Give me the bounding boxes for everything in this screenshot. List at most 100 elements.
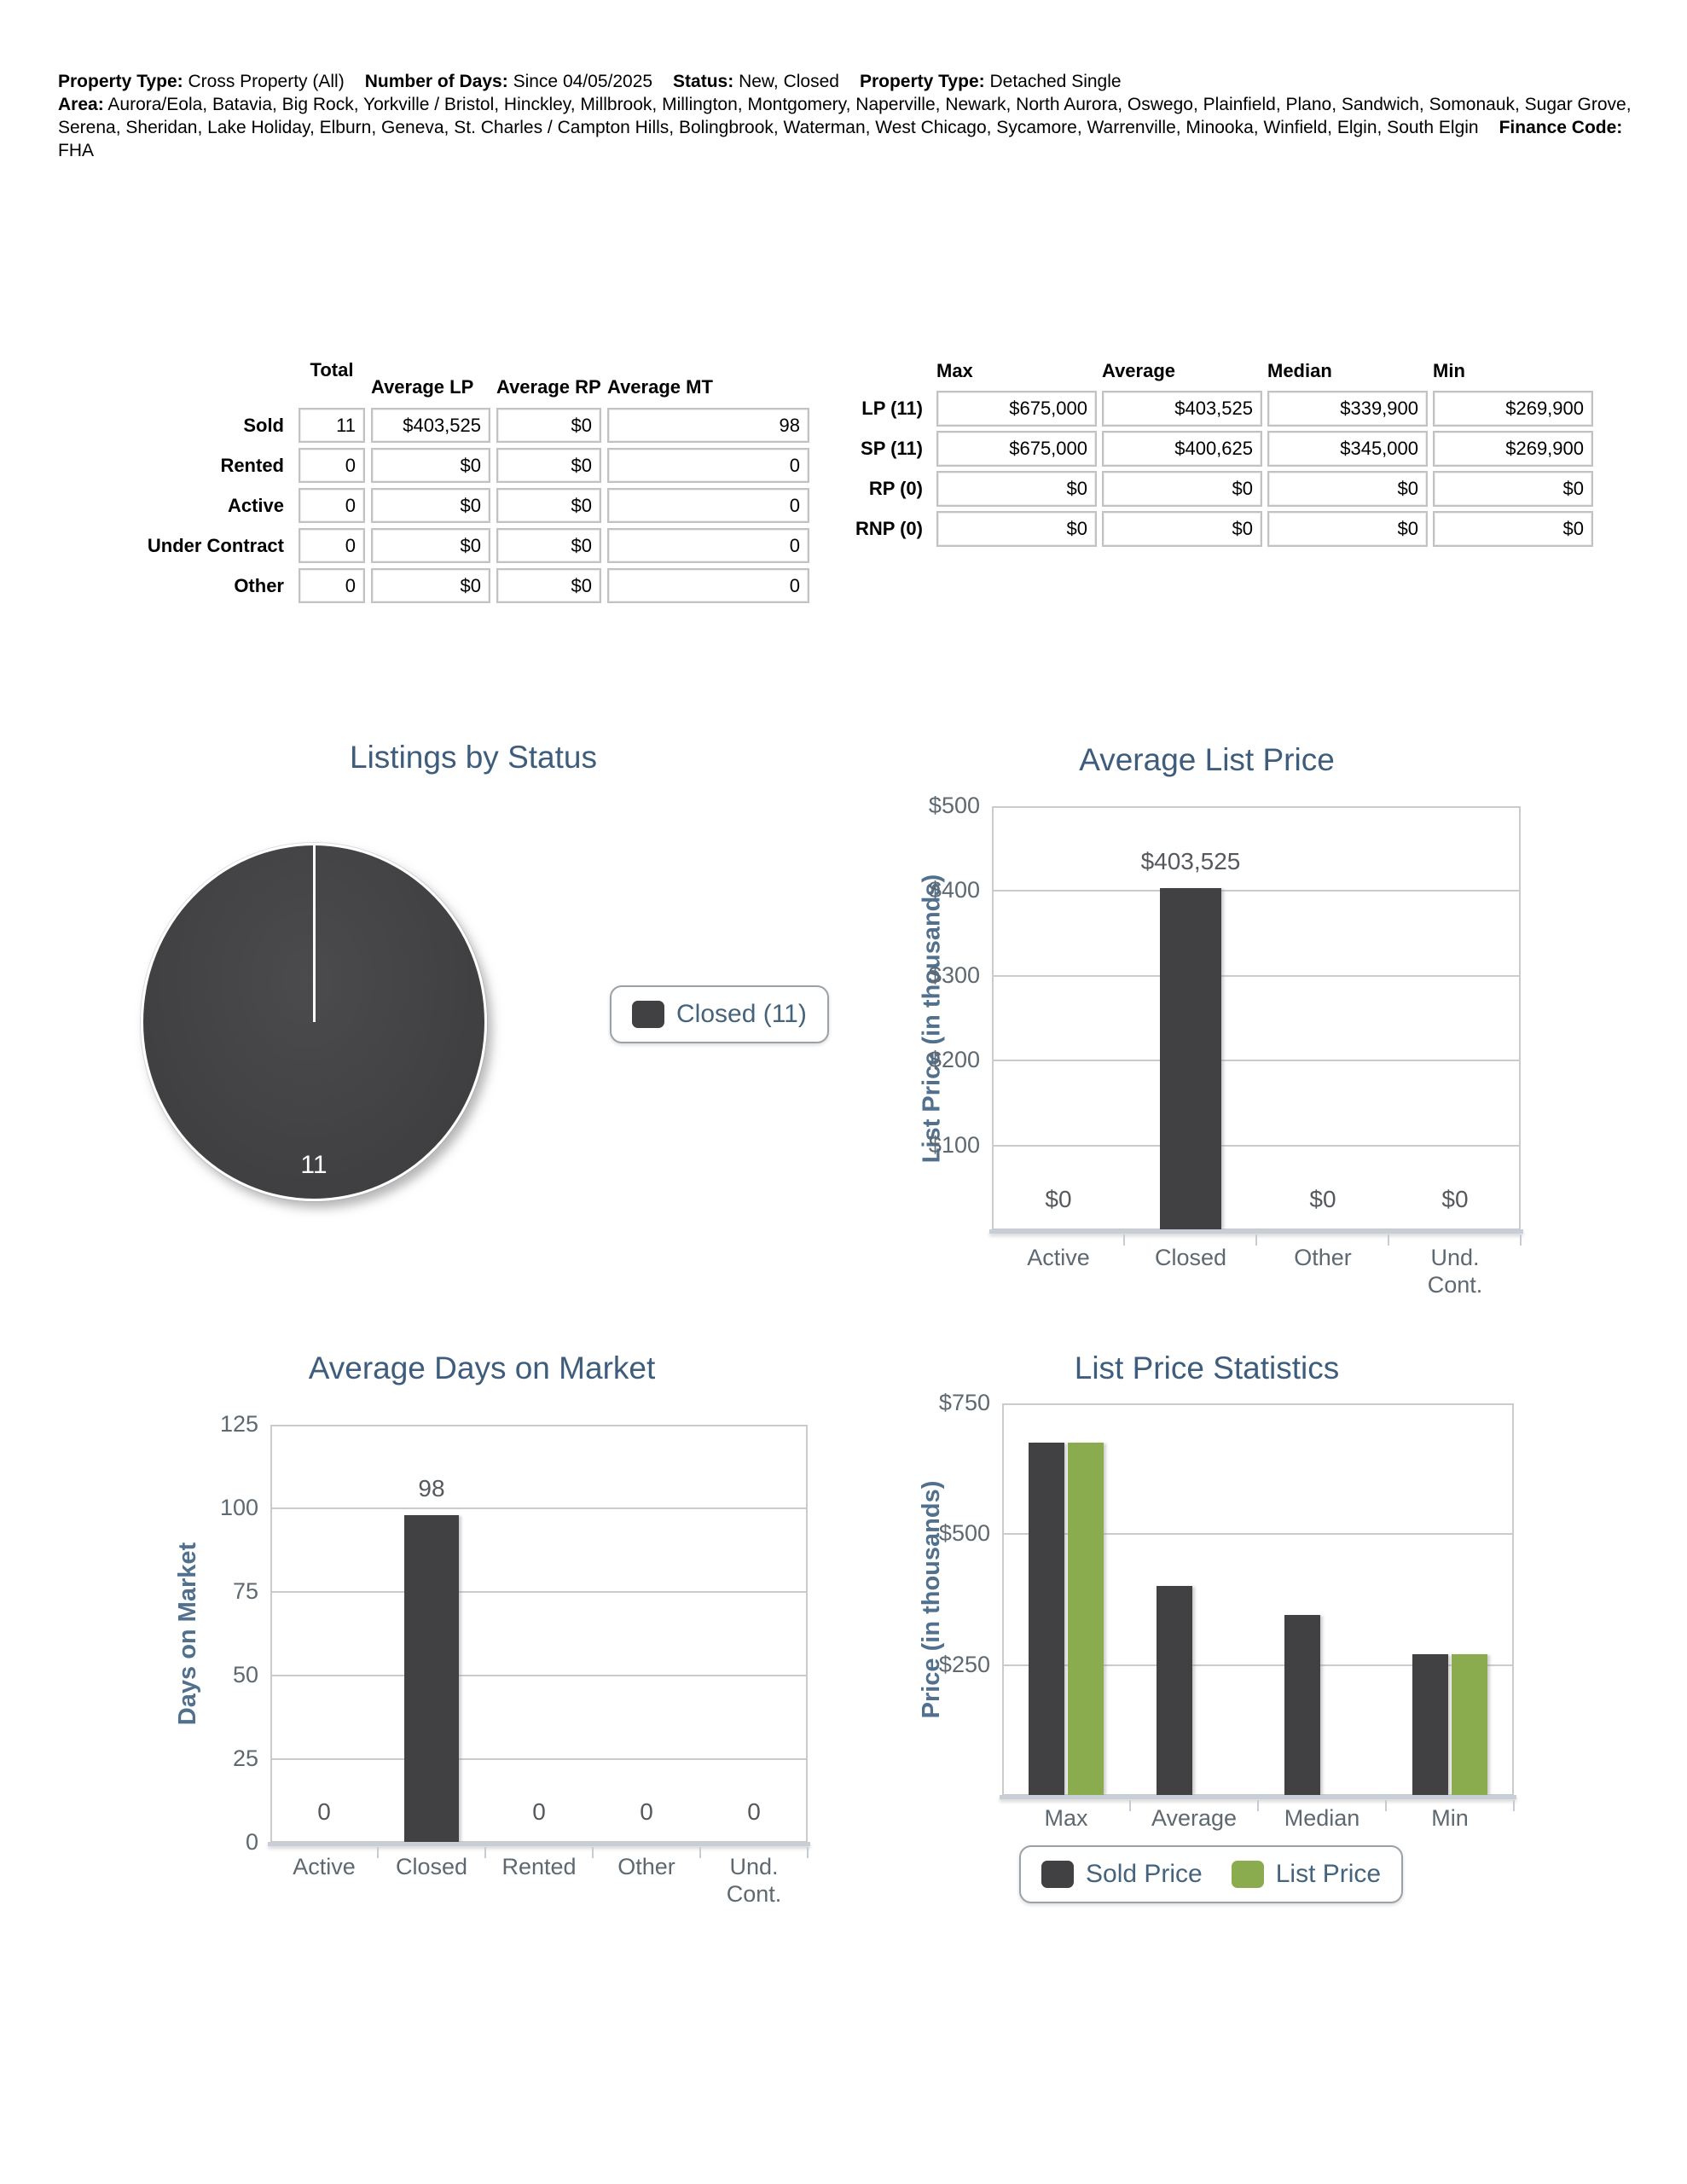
report-header: Property Type: Cross Property (All) Numbe… (58, 70, 1638, 162)
table-cell: $675,000 (936, 431, 1097, 467)
x-category-label: Average (1151, 1805, 1238, 1831)
legend-swatch-closed (632, 1001, 664, 1028)
x-axis-tick (1385, 1800, 1387, 1811)
price-stats-table: Max Average Median Min LP (11) $675,000 $403,5… (819, 358, 1593, 547)
bar-min-sold-price (1412, 1654, 1448, 1796)
bar-chart-average-list-price: Average List Price List Price (in thousan… (878, 729, 1535, 1327)
x-axis-line (989, 1229, 1523, 1234)
grid-line (1004, 1533, 1512, 1535)
table-cell: 0 (299, 488, 365, 523)
header-segment: Property Type: Cross Property (All) (58, 72, 345, 91)
bar-value-label: 0 (532, 1798, 546, 1825)
column-header-average-rp: Average RP (496, 376, 601, 398)
x-category-label: Und. Cont. (1427, 1245, 1483, 1298)
y-tick-label: $200 (928, 1047, 980, 1072)
bar-average-sold-price (1157, 1586, 1192, 1796)
y-tick-label: 50 (232, 1662, 258, 1687)
table-corner-spacer (98, 350, 293, 403)
x-category-label: Closed (1154, 1245, 1227, 1270)
table-cell-value: 11 (336, 414, 356, 436)
x-axis-tick (699, 1847, 701, 1858)
table-cell: $400,625 (1102, 431, 1262, 467)
y-tick-label: 75 (232, 1578, 258, 1604)
header-segment-value: Aurora/Eola, Batavia, Big Rock, Yorkvill… (58, 95, 1632, 137)
table-cell-value: $0 (1562, 478, 1584, 499)
table-cell: $403,525 (1102, 391, 1262, 427)
table-cell: $0 (936, 471, 1097, 507)
header-segment-label: Property Type: (58, 72, 183, 91)
header-segment-label: Status: (673, 72, 734, 91)
header-segment-label: Finance Code: (1499, 118, 1623, 137)
status-summary-table: Total Average LP Average RP Average MT Sold 1… (98, 350, 809, 603)
table-cell-value: $675,000 (1009, 398, 1087, 419)
y-axis-title: Days on Market (174, 1542, 201, 1726)
header-segment: Property Type: Detached Single (860, 72, 1122, 91)
x-axis-tick (1129, 1800, 1131, 1811)
table-cell-value: 0 (789, 494, 800, 516)
table-cell: $0 (496, 488, 601, 523)
header-segment-label: Property Type: (859, 72, 985, 91)
bar-min-list-price (1452, 1654, 1487, 1796)
table-cell: 0 (607, 448, 809, 483)
table-cell-value: $0 (460, 494, 481, 516)
column-header-average: Average (1102, 360, 1176, 381)
table-cell: $0 (496, 528, 601, 563)
table-cell: 0 (607, 568, 809, 603)
header-segment-value: New, Closed (739, 72, 839, 91)
x-axis-tick (1123, 1234, 1125, 1246)
table-cell-value: 0 (345, 454, 356, 476)
x-axis-tick (1513, 1800, 1515, 1811)
x-category-label: Median (1284, 1805, 1360, 1831)
table-cell: $345,000 (1267, 431, 1428, 467)
row-label: Active (227, 494, 284, 516)
grid-line (272, 1591, 806, 1593)
grid-line (994, 890, 1519, 892)
table-cell: 98 (607, 408, 809, 443)
row-label: Rented (220, 454, 284, 476)
grid-line (1004, 1664, 1512, 1666)
table-cell-value: 0 (345, 574, 356, 596)
table-cell-value: $400,625 (1174, 438, 1253, 459)
header-segment-label: Area: (58, 95, 104, 114)
bar-max-list-price (1068, 1443, 1104, 1796)
table-cell-value: $0 (460, 454, 481, 476)
plot-area (270, 1425, 808, 1843)
table-cell: $0 (371, 568, 490, 603)
table-cell-value: $0 (1232, 478, 1253, 499)
header-segment: Finance Code: FHA (58, 118, 1622, 160)
x-axis-tick (592, 1847, 594, 1858)
table-cell-value: $0 (460, 534, 481, 556)
table-cell: $0 (496, 448, 601, 483)
y-tick-label: $500 (928, 793, 980, 818)
column-header-min: Min (1433, 360, 1465, 381)
x-axis-tick (377, 1847, 379, 1858)
bar-value-label: 0 (640, 1798, 653, 1825)
x-axis-tick (807, 1847, 809, 1858)
y-tick-label: 0 (245, 1829, 258, 1855)
column-header-average-lp: Average LP (371, 376, 474, 398)
row-label: Other (234, 574, 284, 596)
grid-line (272, 1675, 806, 1676)
table-cell: 0 (607, 528, 809, 563)
x-category-label: Closed (395, 1854, 468, 1879)
y-axis-title: List Price (in thousands) (918, 874, 946, 1164)
table-cell-value: $0 (460, 574, 481, 596)
table-cell-value: $0 (1232, 518, 1253, 539)
table-cell-value: $403,525 (403, 414, 481, 436)
y-tick-label: $300 (928, 962, 980, 988)
bar-chart-average-days-on-market: Average Days on Market Days on Market 125 1… (128, 1335, 836, 1966)
table-cell-value: 0 (789, 574, 800, 596)
grid-line (994, 1060, 1519, 1061)
table-cell: $0 (496, 568, 601, 603)
table-cell-value: 0 (345, 534, 356, 556)
grid-line (272, 1507, 806, 1509)
table-cell-value: $0 (1562, 518, 1584, 539)
header-segment-value: Cross Property (All) (188, 72, 345, 91)
table-cell: 0 (607, 488, 809, 523)
table-cell: $0 (1433, 471, 1593, 507)
header-segment: Status: New, Closed (673, 72, 839, 91)
header-line-area: Area: Aurora/Eola, Batavia, Big Rock, Yo… (58, 93, 1638, 162)
row-label: LP (11) (861, 398, 923, 419)
legend-item: Sold Price (1041, 1860, 1203, 1889)
